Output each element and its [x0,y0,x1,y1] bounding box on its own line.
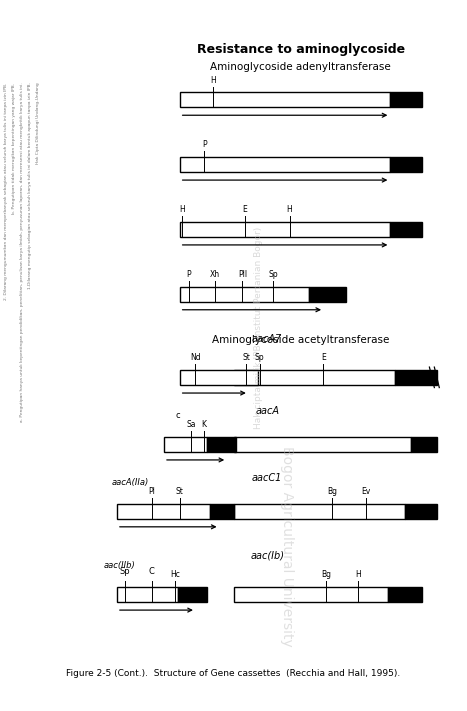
Text: 1.Dilarang mengutip sebagian atau seluruh karya tulis ini dalam bentuk apapun ta: 1.Dilarang mengutip sebagian atau seluru… [28,82,32,289]
Text: aac(IIb): aac(IIb) [103,561,135,570]
Text: H: H [287,205,292,214]
Text: Xh: Xh [210,270,220,279]
Text: H: H [211,75,216,85]
Text: Hak cipta milik IPB (Institut Pertanian Bogor): Hak cipta milik IPB (Institut Pertanian … [254,227,262,429]
Text: Hak Cipta Dilindungi Undang-Undang: Hak Cipta Dilindungi Undang-Undang [36,82,41,164]
Bar [210,503,234,518]
Text: aacC1: aacC1 [252,473,283,483]
Bar [180,92,390,107]
Text: aac(Ib): aac(Ib) [250,551,284,561]
Text: Nd: Nd [190,353,201,363]
Bar [390,157,422,172]
Bar [388,587,422,602]
Bar [207,437,236,451]
Bar [180,157,390,172]
Text: Hc: Hc [170,570,180,579]
Text: P: P [186,270,191,279]
Bar [234,370,395,385]
Text: K: K [201,420,206,429]
Text: Sp: Sp [120,567,130,576]
Bar [180,370,258,385]
Text: Bg: Bg [327,487,337,496]
Text: b. Pengutipan tidak merugikan kepentingan yang wajar IPB.: b. Pengutipan tidak merugikan kepentinga… [12,82,16,213]
Text: aacA: aacA [255,406,279,416]
Text: aacA(IIa): aacA(IIa) [112,478,149,486]
Bar [405,503,438,518]
Text: St: St [176,487,184,496]
Text: H: H [355,570,361,579]
Text: a. Pengutipan hanya untuk kepentingan pendidikan, penelitian, penulisan karya il: a. Pengutipan hanya untuk kepentingan pe… [21,82,24,422]
Bar [164,437,207,451]
Text: Figure 2-5 (Cont.).  Structure of Gene cassettes  (Recchia and Hall, 1995).: Figure 2-5 (Cont.). Structure of Gene ca… [66,668,401,678]
Text: Pl: Pl [149,487,156,496]
Bar [117,587,178,602]
Text: C: C [149,567,155,576]
Text: Resistance to aminoglycoside: Resistance to aminoglycoside [197,43,405,56]
Text: E: E [242,205,247,214]
Text: Sp: Sp [268,270,278,279]
Text: c: c [175,411,180,419]
Bar [411,437,438,451]
Text: Bogor Agricultural University: Bogor Agricultural University [280,447,294,647]
Bar [234,437,411,451]
Text: Sp: Sp [255,353,264,363]
Text: Bg: Bg [321,570,331,579]
Bar [390,222,422,237]
Bar [117,503,210,518]
Text: 2. Dilarang mengumumkan dan memperbanyak sebagian atau seluruh karya tulis ini t: 2. Dilarang mengumumkan dan memperbanyak… [4,82,8,300]
Text: aacA7: aacA7 [252,334,282,344]
Bar [309,287,346,301]
Text: St: St [242,353,250,363]
Text: E: E [321,353,325,363]
Bar [395,370,438,385]
Text: PII: PII [238,270,247,279]
Text: P: P [202,140,207,149]
Text: Aminoglycoside acetyltransferase: Aminoglycoside acetyltransferase [212,335,389,345]
Bar [180,222,390,237]
Text: Ev: Ev [361,487,370,496]
Text: H: H [179,205,185,214]
Bar [180,287,309,301]
Bar [234,587,388,602]
Bar [234,503,405,518]
Text: Aminoglycoside adenyltransferase: Aminoglycoside adenyltransferase [210,62,391,72]
Bar [178,587,206,602]
Bar [390,92,422,107]
Text: Sa: Sa [187,420,196,429]
